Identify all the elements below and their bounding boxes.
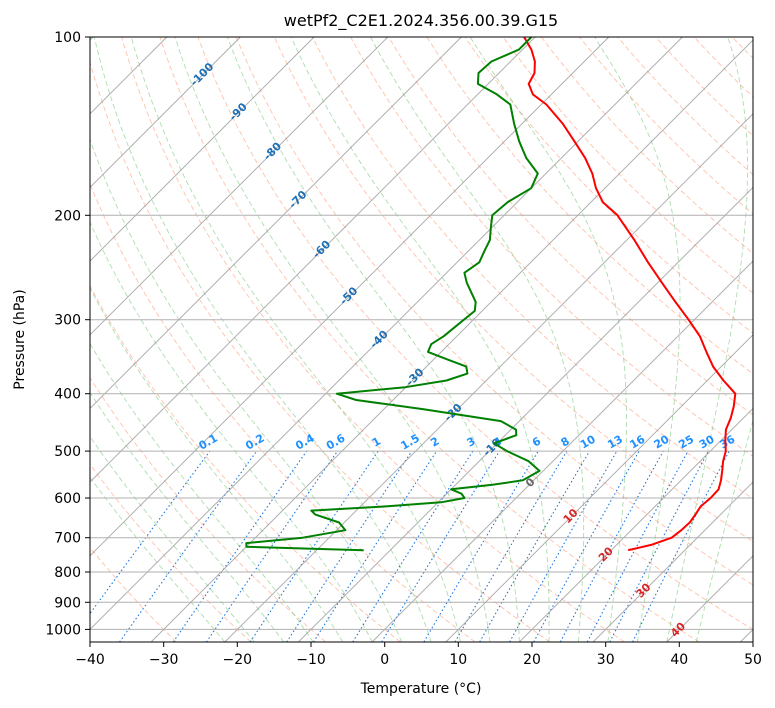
moist-adiabat-line xyxy=(290,37,550,642)
x-tick-label: −20 xyxy=(223,652,253,668)
x-axis: −40 −30 −20 −10 0 10 20 30 40 50 xyxy=(75,642,762,668)
dry-adiabat-line xyxy=(121,37,625,642)
dry-adiabat-line xyxy=(464,37,753,334)
y-tick-label: 400 xyxy=(54,387,81,403)
moist-adiabat-line xyxy=(370,37,585,642)
moist-adiabat-line xyxy=(174,37,491,642)
moist-adiabat-line xyxy=(90,435,255,642)
isotherm-line xyxy=(90,37,241,189)
isotherm-line xyxy=(445,334,753,642)
isotherm-line xyxy=(90,37,536,483)
temperature-profile-line xyxy=(523,37,737,552)
y-tick-label: 200 xyxy=(54,208,81,224)
x-tick-label: −40 xyxy=(75,652,105,668)
isotherm-line xyxy=(90,37,315,262)
dry-adiabat-line xyxy=(388,37,753,416)
dry-adiabat-line xyxy=(273,37,753,542)
isotherm-line xyxy=(90,37,389,336)
y-tick-label: 500 xyxy=(54,444,81,460)
chart-title: wetPf2_C2E1.2024.356.00.39.G15 xyxy=(284,11,558,31)
moist-adiabat-line xyxy=(469,37,627,642)
dry-adiabat-line xyxy=(541,37,753,254)
dry-adiabat-line xyxy=(579,37,753,215)
moist-adiabat-line xyxy=(130,37,461,642)
y-tick-label: 800 xyxy=(54,565,81,581)
moist-adiabat-line xyxy=(666,37,749,642)
isotherm-line xyxy=(371,260,753,642)
mixing-ratio-line xyxy=(559,450,664,642)
mixing-ratio-line xyxy=(172,450,308,642)
dry-adiabat-line xyxy=(311,37,753,500)
x-tick-label: 0 xyxy=(380,652,389,668)
dry-adiabat-line xyxy=(235,37,753,586)
series-group xyxy=(245,37,737,552)
moist-adiabat-line xyxy=(90,221,373,642)
plot-frame xyxy=(89,36,754,643)
dewpoint-profile-line xyxy=(245,37,541,552)
mixing-ratio-line xyxy=(313,450,438,642)
isotherm-line xyxy=(90,37,610,557)
moist-adiabat-line xyxy=(594,37,681,642)
isotherm-line xyxy=(224,113,753,642)
x-tick-label: −30 xyxy=(149,652,179,668)
x-tick-label: 20 xyxy=(523,652,541,668)
y-tick-label: 1000 xyxy=(45,622,81,638)
moist-adiabat-line xyxy=(90,342,314,642)
dry-adiabat-line xyxy=(197,37,753,630)
x-axis-label: Temperature (°C) xyxy=(360,681,482,697)
moist-adiabat-line xyxy=(90,476,226,642)
moist-adiabat-line xyxy=(226,37,520,642)
mixing-ratio-line xyxy=(90,450,211,615)
dry-adiabat-line xyxy=(90,284,401,642)
isotherm-line xyxy=(90,37,462,410)
background-lines xyxy=(90,37,753,642)
y-tick-label: 700 xyxy=(54,531,81,547)
mixing-ratio-line xyxy=(423,450,539,642)
isotherm-line xyxy=(519,407,753,642)
moist-adiabat-line xyxy=(695,418,753,642)
mixing-ratio-line xyxy=(119,450,258,642)
isotherm-line xyxy=(592,481,753,642)
isotherm-line xyxy=(150,39,753,642)
mixing-ratio-line xyxy=(352,450,474,642)
mixing-ratio-line xyxy=(381,450,500,642)
dry-adiabat-line xyxy=(159,37,700,642)
y-tick-label: 100 xyxy=(54,30,81,46)
mixing-ratio-line xyxy=(454,450,568,642)
dry-adiabat-line xyxy=(90,60,551,642)
dry-adiabat-line xyxy=(426,37,753,375)
y-tick-label: 900 xyxy=(54,595,81,611)
y-tick-label: 300 xyxy=(54,313,81,329)
isotherm-line xyxy=(298,186,753,642)
dry-adiabat-line xyxy=(90,376,326,642)
mixing-ratio-line xyxy=(479,450,591,642)
dry-adiabat-line xyxy=(90,183,476,642)
y-axis-label: Pressure (hPa) xyxy=(12,289,28,389)
moist-adiabat-line xyxy=(93,37,432,642)
mixing-ratio-line xyxy=(509,450,618,642)
y-axis: 100 200 300 400 500 600 700 800 900 1000 xyxy=(45,30,90,638)
x-tick-label: −10 xyxy=(296,652,326,668)
isotherm-line xyxy=(90,37,683,631)
x-tick-label: 30 xyxy=(597,652,615,668)
x-tick-label: 50 xyxy=(744,652,762,668)
y-tick-label: 600 xyxy=(54,491,81,507)
moist-adiabat-line xyxy=(90,286,343,642)
mixing-ratio-line xyxy=(205,450,338,642)
x-tick-label: 10 xyxy=(449,652,467,668)
x-tick-label: 40 xyxy=(670,652,688,668)
